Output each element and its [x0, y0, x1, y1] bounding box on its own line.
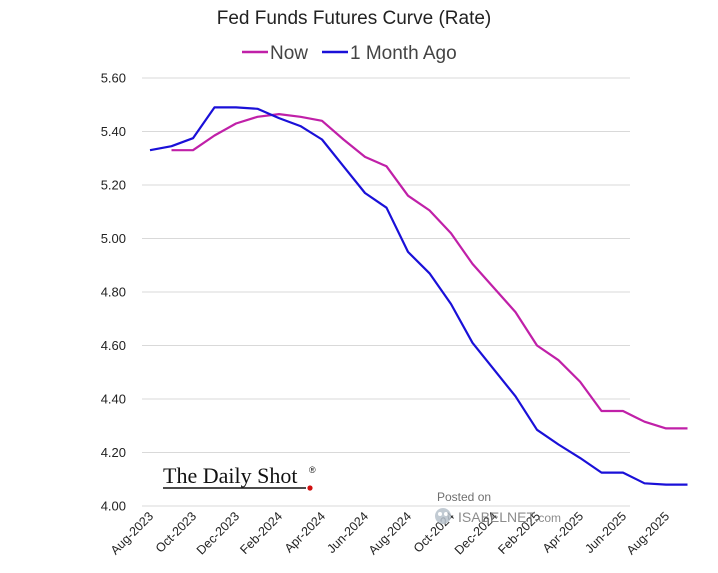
- x-tick-label: Oct-2023: [153, 509, 199, 555]
- y-tick-label: 5.40: [101, 124, 126, 139]
- x-tick-label: Dec-2023: [194, 509, 242, 557]
- isabelnet-brand: ISABELNET.com: [458, 509, 561, 525]
- owl-icon: [435, 508, 451, 524]
- daily-shot-logo-text: The Daily Shot: [163, 463, 297, 488]
- x-axis-ticks: Aug-2023Oct-2023Dec-2023Feb-2024Apr-2024…: [108, 509, 672, 557]
- x-tick-label: Jun-2025: [582, 509, 629, 556]
- y-tick-label: 4.40: [101, 392, 126, 407]
- posted-on-text: Posted on: [437, 490, 491, 504]
- y-tick-label: 4.60: [101, 338, 126, 353]
- x-tick-label: Aug-2023: [108, 509, 156, 557]
- legend-label-month-ago: 1 Month Ago: [350, 43, 457, 64]
- chart-title: Fed Funds Futures Curve (Rate): [217, 8, 492, 29]
- y-tick-label: 5.60: [101, 71, 126, 86]
- legend-label-now: Now: [270, 43, 308, 64]
- isabelnet-brand-suffix: .com: [535, 511, 561, 525]
- y-axis-ticks: 4.00 4.20 4.40 4.60 4.80 5.00 5.20 5.40 5.60: [101, 71, 126, 514]
- series-line-now: [171, 113, 688, 430]
- isabelnet-brand-name: ISABELNET: [458, 509, 535, 525]
- daily-shot-red-dot: [307, 485, 313, 491]
- x-tick-label: Aug-2025: [624, 509, 672, 557]
- x-tick-label: Jun-2024: [324, 509, 371, 556]
- legend: Now 1 Month Ago: [242, 43, 457, 64]
- x-tick-label: Aug-2024: [366, 509, 414, 557]
- y-tick-label: 4.20: [101, 445, 126, 460]
- isabelnet-watermark: Posted on ISABELNET.com: [435, 490, 561, 525]
- daily-shot-logo: The Daily Shot ®: [163, 463, 316, 491]
- x-tick-label: Feb-2024: [237, 509, 285, 557]
- daily-shot-registered-mark: ®: [309, 465, 316, 475]
- x-tick-label: Apr-2024: [282, 509, 328, 555]
- y-tick-label: 4.00: [101, 499, 126, 514]
- series-lines: [149, 106, 688, 486]
- y-tick-label: 5.00: [101, 231, 126, 246]
- grid-lines: [142, 77, 630, 507]
- series-line-month-ago: [149, 106, 688, 486]
- y-tick-label: 4.80: [101, 285, 126, 300]
- y-tick-label: 5.20: [101, 178, 126, 193]
